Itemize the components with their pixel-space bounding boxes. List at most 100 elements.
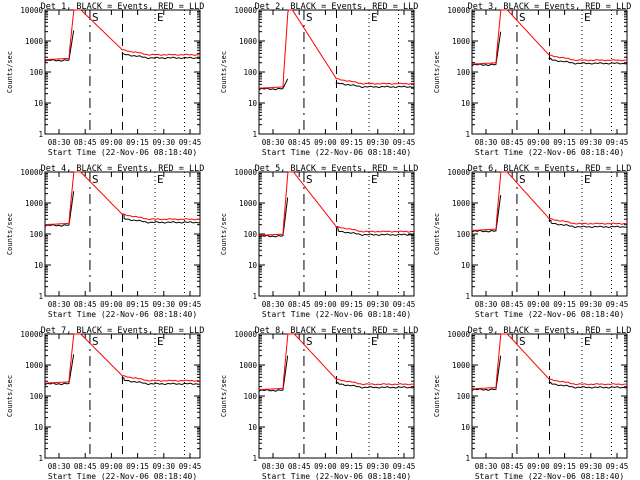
lld-series-line xyxy=(471,9,627,65)
events-series-line xyxy=(335,82,415,88)
x-tick-label: 09:00 xyxy=(527,300,550,309)
y-axis-label: Counts/sec xyxy=(433,375,441,417)
y-tick-label: 1000 xyxy=(25,361,44,370)
x-tick-label: 09:30 xyxy=(153,462,176,471)
lld-series-line xyxy=(259,9,415,89)
marker-label-s: S xyxy=(519,11,526,24)
events-series-line xyxy=(121,213,201,224)
marker-label-s: S xyxy=(92,11,99,24)
events-series-line xyxy=(548,381,628,389)
y-tick-label: 1000 xyxy=(239,37,258,46)
marker-label-e: E xyxy=(584,173,591,186)
x-tick-label: 08:45 xyxy=(288,138,311,147)
y-tick-label: 100 xyxy=(243,230,257,239)
x-tick-label: 09:30 xyxy=(367,138,390,147)
x-tick-label: 08:30 xyxy=(262,462,285,471)
marker-label-s: S xyxy=(92,173,99,186)
events-series-line xyxy=(258,355,289,392)
lld-series-line xyxy=(45,333,201,384)
x-tick-label: 09:15 xyxy=(553,138,576,147)
x-tick-label: 08:30 xyxy=(48,300,71,309)
x-axis-label: Start Time (22-Nov-06 08:18:40) xyxy=(262,472,411,480)
x-tick-label: 08:30 xyxy=(475,138,498,147)
marker-label-e: E xyxy=(584,335,591,348)
panel-title: Det 1, BLACK = Events, RED = LLD xyxy=(41,2,205,12)
panel-title: Det 5, BLACK = Events, RED = LLD xyxy=(255,164,419,174)
y-tick-label: 1 xyxy=(252,292,257,301)
x-tick-label: 08:30 xyxy=(475,462,498,471)
y-tick-label: 1000 xyxy=(25,199,44,208)
y-axis-label: Counts/sec xyxy=(6,51,14,93)
y-tick-label: 10 xyxy=(248,99,258,108)
panel-det-4: Det 4, BLACK = Events, RED = LLD 1 10 100 10… xyxy=(6,164,204,319)
x-tick-label: 09:00 xyxy=(527,138,550,147)
x-tick-label: 08:45 xyxy=(288,462,311,471)
x-tick-label: 08:30 xyxy=(48,462,71,471)
x-tick-label: 09:15 xyxy=(126,138,149,147)
events-series-line xyxy=(44,191,75,227)
x-tick-label: 09:30 xyxy=(153,138,176,147)
y-tick-label: 100 xyxy=(456,230,470,239)
x-axis-label: Start Time (22-Nov-06 08:18:40) xyxy=(475,148,624,157)
panel-title: Det 9, BLACK = Events, RED = LLD xyxy=(468,326,632,336)
lld-series-line xyxy=(44,9,201,61)
panel-title: Det 7, BLACK = Events, RED = LLD xyxy=(41,326,205,336)
events-series-line xyxy=(548,57,628,65)
x-tick-label: 09:15 xyxy=(126,462,149,471)
y-tick-label: 1 xyxy=(465,130,470,139)
y-tick-label: 10000 xyxy=(447,168,470,177)
y-tick-label: 10000 xyxy=(447,6,470,15)
events-series-line xyxy=(335,381,415,389)
panel-det-8: Det 8, BLACK = Events, RED = LLD 1 10 100 10… xyxy=(220,326,418,480)
panel-det-5: Det 5, BLACK = Events, RED = LLD 1 10 100 10… xyxy=(220,164,418,319)
x-tick-label: 09:30 xyxy=(153,300,176,309)
events-series-line xyxy=(44,354,75,386)
events-series-line xyxy=(121,53,201,60)
events-series-line xyxy=(471,31,502,66)
events-series-line xyxy=(258,78,289,91)
panel-title: Det 2, BLACK = Events, RED = LLD xyxy=(255,2,419,12)
y-tick-label: 1000 xyxy=(452,199,471,208)
marker-label-s: S xyxy=(92,335,99,348)
marker-label-e: E xyxy=(371,335,378,348)
x-tick-label: 09:45 xyxy=(179,300,202,309)
y-tick-label: 100 xyxy=(456,392,470,401)
marker-label-e: E xyxy=(371,11,378,24)
y-tick-label: 1000 xyxy=(25,37,44,46)
y-tick-label: 1 xyxy=(252,130,257,139)
y-tick-label: 10000 xyxy=(234,330,257,339)
y-tick-label: 100 xyxy=(29,68,43,77)
x-tick-label: 09:15 xyxy=(126,300,149,309)
x-tick-label: 08:30 xyxy=(48,138,71,147)
x-tick-label: 09:00 xyxy=(314,462,337,471)
y-tick-label: 10000 xyxy=(20,330,43,339)
y-axis-label: Counts/sec xyxy=(6,213,14,255)
y-tick-label: 1 xyxy=(252,454,257,463)
x-tick-label: 08:45 xyxy=(74,300,97,309)
x-tick-label: 08:45 xyxy=(288,300,311,309)
y-tick-label: 10000 xyxy=(234,168,257,177)
x-tick-label: 09:45 xyxy=(393,462,416,471)
panel-det-7: Det 7, BLACK = Events, RED = LLD 1 10 100 10… xyxy=(6,326,204,480)
events-series-line xyxy=(258,197,289,238)
x-tick-label: 08:30 xyxy=(475,300,498,309)
marker-label-s: S xyxy=(306,11,313,24)
x-tick-label: 09:15 xyxy=(340,300,363,309)
x-tick-label: 08:45 xyxy=(501,300,524,309)
x-tick-label: 09:30 xyxy=(367,462,390,471)
x-tick-label: 09:15 xyxy=(553,300,576,309)
y-tick-label: 1 xyxy=(38,292,43,301)
y-axis-label: Counts/sec xyxy=(6,375,14,417)
y-tick-label: 1000 xyxy=(239,361,258,370)
panel-det-2: Det 2, BLACK = Events, RED = LLD 1 10 100 10… xyxy=(220,2,418,157)
y-tick-label: 1000 xyxy=(452,361,471,370)
x-axis-label: Start Time (22-Nov-06 08:18:40) xyxy=(262,310,411,319)
y-tick-label: 10000 xyxy=(20,168,43,177)
marker-label-e: E xyxy=(157,11,164,24)
x-tick-label: 09:15 xyxy=(340,138,363,147)
x-tick-label: 09:00 xyxy=(314,138,337,147)
y-tick-label: 10 xyxy=(34,261,44,270)
panel-det-1: Det 1, BLACK = Events, RED = LLD 1 10 100 10… xyxy=(6,2,204,157)
panel-title: Det 3, BLACK = Events, RED = LLD xyxy=(468,2,632,12)
